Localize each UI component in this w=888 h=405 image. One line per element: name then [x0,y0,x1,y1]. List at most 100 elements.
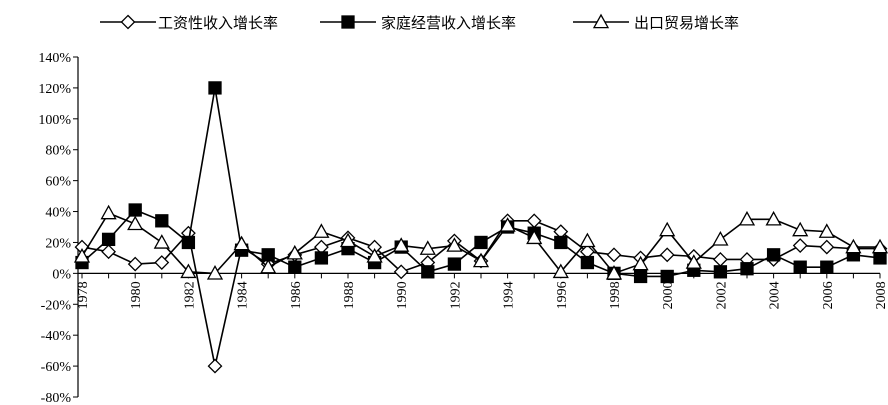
y-tick-label: -20% [41,298,72,313]
data-point [474,235,488,250]
data-point [206,265,224,280]
data-point [738,210,756,226]
y-tick-label: 140% [38,51,71,66]
data-point [128,203,142,217]
legend-item: 出口贸易增长率 [573,13,739,32]
x-tick-label: 1994 [502,281,517,309]
y-tick-label: 20% [45,236,71,251]
x-tick-label: 1988 [342,281,357,309]
x-tick-label: 1978 [76,281,91,309]
data-point [314,251,329,265]
data-point [73,248,91,263]
data-point [233,235,250,251]
legend: 工资性收入增长率 家庭经营收入增长率 出口贸易增长率 [100,13,739,32]
x-tick-label: 2000 [661,281,676,309]
data-point [792,238,808,253]
data-point [155,214,169,228]
x-tick-label: 1980 [129,281,144,309]
data-point [339,232,357,248]
data-point [820,260,834,274]
data-point [153,234,170,249]
data-point [712,231,729,246]
x-tick-label: 1984 [236,281,251,309]
data-point [472,252,490,268]
data-point [101,232,116,247]
x-tick-label: 1992 [448,281,463,309]
data-point [554,235,568,250]
y-tick-label: -40% [41,329,72,344]
data-point [712,252,728,267]
data-point [208,81,222,95]
data-point [766,248,781,262]
data-point [793,260,807,274]
data-point [740,262,754,276]
data-point [659,221,676,237]
data-point [446,237,463,252]
data-point [819,239,835,255]
axes: -80% -60% -40% -20% 0% 20% 40% 60% 80% 100% 120% 14… [38,51,888,405]
data-point [526,229,543,245]
y-tick-label: 100% [38,113,71,128]
legend-item: 家庭经营收入增长率 [320,14,516,32]
data-point [499,217,516,232]
x-tick-label: 2002 [714,281,729,309]
data-point [845,238,862,254]
y-tick-label: 0% [52,267,71,282]
data-point [419,240,436,255]
data-point [127,215,144,231]
data-point [180,263,197,279]
y-tick-label: 80% [45,144,71,159]
data-point [154,255,170,270]
data-point [685,254,702,269]
legend-marker [120,14,136,30]
y-tick-label: -80% [41,391,72,405]
data-point [393,264,409,280]
data-point [580,255,595,270]
y-tick-label: 60% [45,175,71,190]
data-point [632,255,649,271]
series-square [75,81,887,284]
data-point [101,244,117,260]
data-point [286,244,303,260]
x-tick-label: 1996 [555,281,570,309]
series-layer [73,81,888,374]
data-point [873,251,887,265]
data-point [526,213,542,229]
data-point [818,223,835,238]
data-point [792,221,809,237]
y-tick-label: 120% [38,82,71,97]
data-point [871,238,888,254]
data-point [660,269,674,284]
legend-label: 家庭经营收入增长率 [381,14,516,32]
data-point [288,260,302,274]
data-point [366,248,383,263]
x-tick-label: 2008 [874,281,888,309]
x-tick-label: 2004 [768,281,783,309]
legend-marker [592,13,610,29]
data-point [207,358,223,374]
y-tick-label: 40% [45,206,71,221]
data-point [633,269,648,284]
y-tick-label: -60% [41,360,72,375]
legend-marker [341,15,355,29]
x-tick-label: 1998 [608,281,623,309]
data-point [127,256,143,272]
x-tick-label: 1990 [395,281,410,309]
x-tick-label: 2006 [821,281,836,309]
data-point [765,210,782,226]
data-point [393,237,410,252]
data-point [421,265,435,279]
legend-item: 工资性收入增长率 [100,14,278,32]
x-tick-label: 1982 [182,281,197,309]
data-point [181,235,196,250]
legend-label: 工资性收入增长率 [158,14,278,32]
x-tick-label: 1986 [289,281,304,309]
data-point [606,247,622,263]
series-triangle [73,204,888,280]
data-point [659,247,675,263]
data-point [552,263,569,279]
legend-label: 出口贸易增长率 [634,14,739,32]
data-point [447,257,462,271]
data-point [260,258,277,274]
